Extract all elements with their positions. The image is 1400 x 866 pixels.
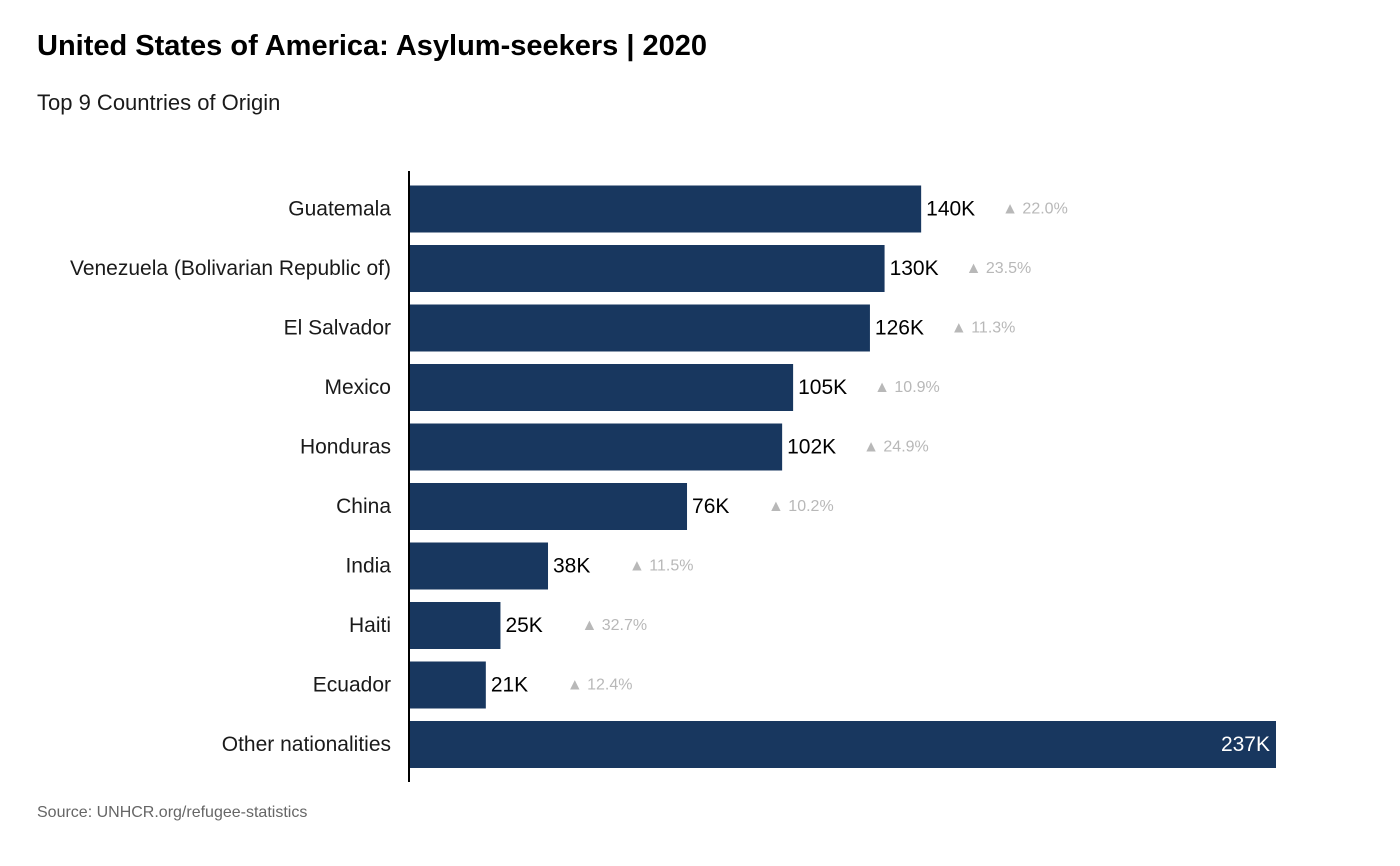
chart-title: United States of America: Asylum-seekers… bbox=[37, 30, 708, 62]
value-label: 102K bbox=[787, 436, 836, 459]
chart-subtitle: Top 9 Countries of Origin bbox=[37, 90, 281, 115]
category-label: El Salvador bbox=[284, 317, 391, 340]
bar bbox=[409, 661, 486, 709]
category-label: Other nationalities bbox=[222, 733, 391, 756]
change-label: ▲ 10.2% bbox=[768, 498, 834, 515]
category-label: India bbox=[345, 555, 391, 578]
category-label: Mexico bbox=[324, 376, 391, 399]
category-label: China bbox=[336, 495, 391, 518]
bar bbox=[409, 542, 549, 590]
category-label: Haiti bbox=[349, 614, 391, 637]
bar bbox=[409, 721, 1276, 768]
bar bbox=[409, 364, 794, 411]
value-label: 38K bbox=[553, 555, 590, 578]
bar bbox=[409, 304, 870, 352]
bar bbox=[409, 245, 885, 292]
change-label: ▲ 24.9% bbox=[863, 439, 929, 456]
value-label: 105K bbox=[798, 376, 847, 399]
category-label: Venezuela (Bolivarian Republic of) bbox=[70, 257, 391, 280]
bar bbox=[409, 602, 501, 649]
category-label: Honduras bbox=[300, 436, 391, 459]
bar bbox=[409, 483, 688, 530]
change-label: ▲ 22.0% bbox=[1002, 201, 1068, 218]
source-note: Source: UNHCR.org/refugee-statistics bbox=[37, 804, 308, 821]
bar bbox=[409, 185, 922, 233]
change-label: ▲ 32.7% bbox=[581, 617, 647, 634]
change-label: ▲ 10.9% bbox=[874, 379, 940, 396]
change-label: ▲ 11.3% bbox=[951, 320, 1015, 337]
change-label: ▲ 11.5% bbox=[629, 558, 693, 575]
change-label: ▲ 23.5% bbox=[966, 260, 1032, 277]
change-label: ▲ 12.4% bbox=[567, 677, 633, 694]
value-label: 126K bbox=[875, 317, 924, 340]
value-label: 237K bbox=[1221, 733, 1270, 756]
category-label: Guatemala bbox=[288, 198, 391, 221]
bar bbox=[409, 423, 783, 471]
value-label: 25K bbox=[505, 614, 542, 637]
category-label: Ecuador bbox=[313, 674, 391, 697]
value-label: 140K bbox=[926, 198, 975, 221]
value-label: 76K bbox=[692, 495, 729, 518]
value-label: 21K bbox=[491, 674, 528, 697]
value-label: 130K bbox=[890, 257, 939, 280]
